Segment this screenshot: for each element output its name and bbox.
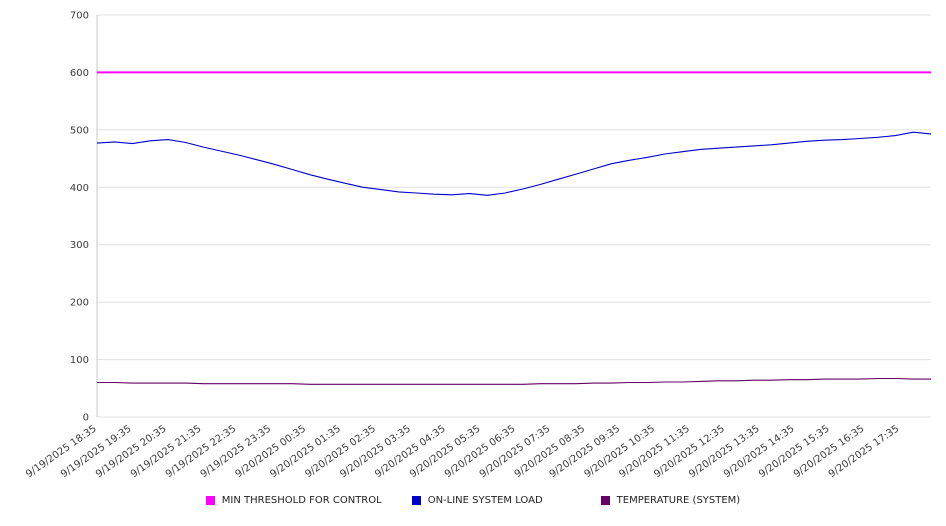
- legend-item-min-threshold: MIN THRESHOLD FOR CONTROL: [205, 495, 382, 506]
- y-tick-label: 400: [70, 183, 89, 194]
- series-line-1: [96, 131, 932, 196]
- y-tick-label: 700: [70, 11, 89, 22]
- series-line-2: [97, 377, 931, 385]
- legend-item-temperature: TEMPERATURE (SYSTEM): [600, 495, 741, 506]
- y-tick-label: 100: [70, 355, 89, 366]
- y-tick-label: 200: [70, 298, 89, 309]
- legend-swatch-temperature-icon: [600, 496, 610, 505]
- y-tick-label: 600: [70, 68, 89, 79]
- legend-label-temperature: TEMPERATURE (SYSTEM): [616, 495, 741, 506]
- y-tick-label: 300: [70, 240, 89, 251]
- chart-legend: MIN THRESHOLD FOR CONTROL ON-LINE SYSTEM…: [0, 495, 946, 506]
- legend-label-system-load: ON-LINE SYSTEM LOAD: [427, 495, 543, 506]
- legend-swatch-min-threshold-icon: [205, 496, 215, 505]
- y-tick-label: 500: [70, 125, 89, 136]
- legend-swatch-system-load-icon: [411, 496, 421, 505]
- y-tick-label: 0: [83, 413, 89, 424]
- legend-item-system-load: ON-LINE SYSTEM LOAD: [411, 495, 543, 506]
- legend-label-min-threshold: MIN THRESHOLD FOR CONTROL: [221, 495, 382, 506]
